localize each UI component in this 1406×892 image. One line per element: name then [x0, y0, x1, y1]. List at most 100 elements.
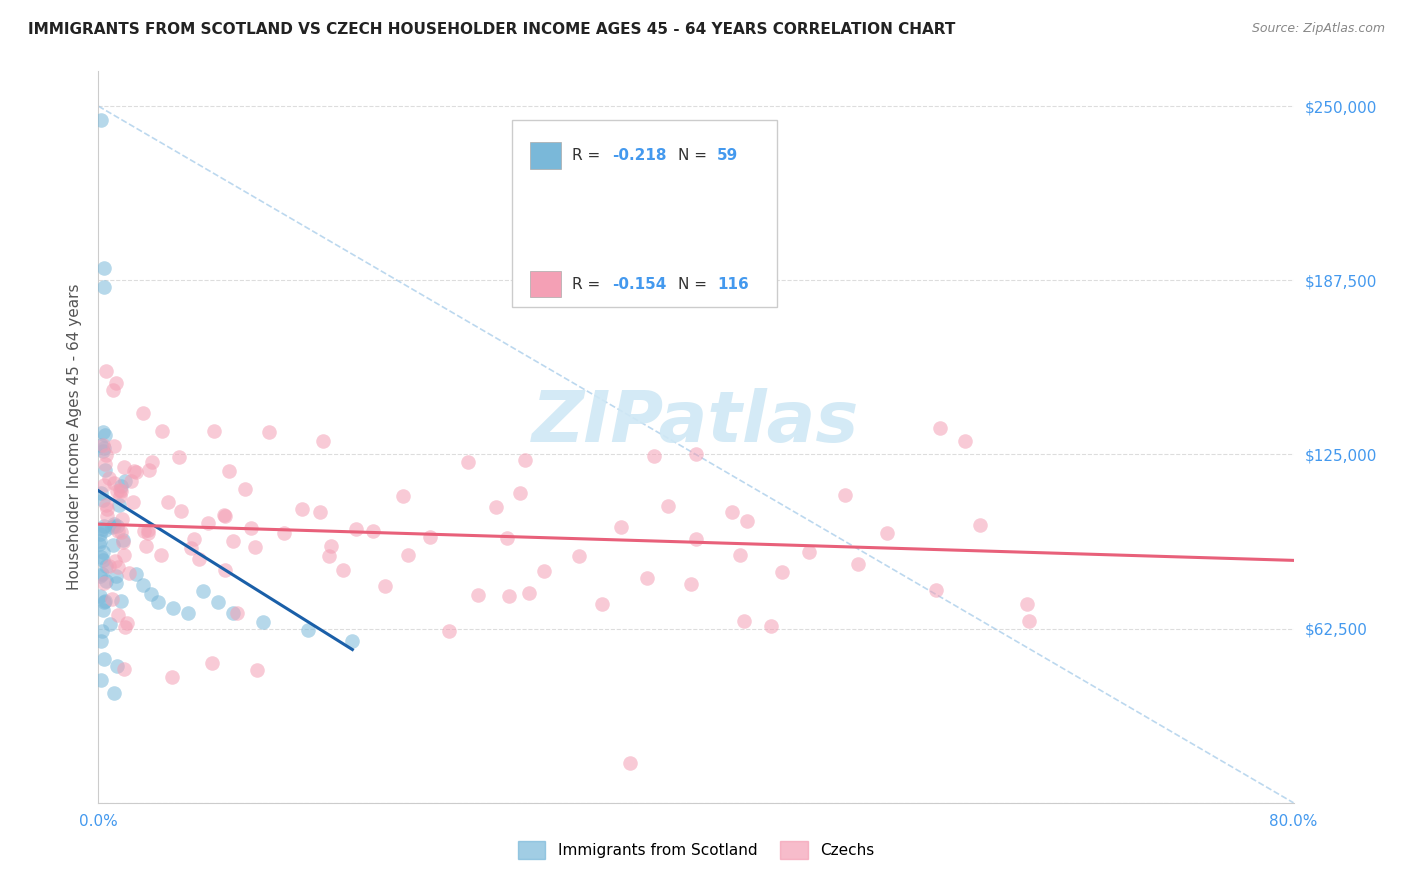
Point — [103, 439, 125, 453]
Point — [233, 482, 256, 496]
Point — [93, 519, 115, 533]
Point — [568, 549, 591, 563]
Point — [111, 512, 134, 526]
Point — [138, 525, 160, 540]
Y-axis label: Householder Income Ages 45 - 64 years: Householder Income Ages 45 - 64 years — [67, 284, 83, 591]
Point — [93, 595, 115, 609]
Point — [396, 548, 419, 562]
Point — [89, 589, 111, 603]
Point — [105, 376, 128, 391]
Point — [112, 548, 135, 562]
Point — [361, 524, 384, 538]
Point — [105, 659, 128, 673]
Point — [91, 566, 114, 581]
Point — [953, 434, 976, 448]
Point — [115, 616, 138, 631]
Point — [91, 545, 114, 559]
Point — [103, 516, 125, 531]
Point — [96, 509, 118, 524]
Point — [619, 756, 641, 770]
Point — [114, 620, 136, 634]
Point — [91, 624, 114, 638]
Point — [180, 541, 202, 555]
Text: Source: ZipAtlas.com: Source: ZipAtlas.com — [1251, 22, 1385, 36]
Point — [610, 520, 633, 534]
Point — [636, 571, 658, 585]
Point — [728, 548, 751, 562]
Point — [89, 527, 111, 541]
Point — [183, 532, 205, 546]
Point — [103, 686, 125, 700]
Point — [685, 448, 707, 462]
Point — [97, 471, 120, 485]
Text: R =: R = — [572, 148, 606, 163]
Point — [160, 670, 183, 684]
Point — [96, 499, 118, 513]
Point — [105, 483, 128, 498]
Point — [162, 600, 184, 615]
Point — [297, 623, 319, 637]
Point — [200, 657, 222, 671]
Point — [187, 551, 209, 566]
Point — [344, 522, 367, 536]
Point — [94, 574, 117, 588]
Point — [876, 526, 898, 541]
Point — [89, 533, 111, 548]
Point — [342, 634, 364, 648]
Point — [214, 563, 236, 577]
Point — [148, 595, 170, 609]
Point — [91, 553, 114, 567]
Point — [309, 505, 332, 519]
Point — [419, 530, 441, 544]
Point — [467, 588, 489, 602]
Point — [735, 514, 758, 528]
Point — [101, 591, 124, 606]
Point — [94, 523, 117, 537]
Text: 59: 59 — [717, 148, 738, 163]
Point — [120, 474, 142, 488]
Point — [108, 483, 131, 497]
Point — [94, 594, 117, 608]
Point — [101, 538, 124, 552]
Point — [150, 549, 173, 563]
Point — [112, 533, 135, 547]
Point — [97, 558, 120, 573]
Point — [150, 424, 173, 438]
Legend: Immigrants from Scotland, Czechs: Immigrants from Scotland, Czechs — [512, 835, 880, 864]
Point — [925, 583, 948, 598]
Point — [90, 673, 112, 687]
Point — [107, 499, 129, 513]
Point — [110, 593, 132, 607]
Point — [94, 559, 117, 574]
Point — [733, 614, 755, 628]
Point — [104, 554, 127, 568]
Point — [91, 443, 114, 458]
Point — [96, 501, 118, 516]
Point — [93, 458, 115, 472]
Point — [90, 486, 112, 500]
Point — [319, 539, 342, 553]
Point — [105, 576, 128, 591]
Point — [114, 474, 136, 488]
Point — [107, 560, 129, 574]
Point — [770, 566, 793, 580]
Point — [834, 488, 856, 502]
Point — [139, 587, 162, 601]
Point — [685, 533, 707, 547]
Point — [93, 478, 115, 492]
Point — [93, 428, 115, 442]
Point — [91, 492, 114, 507]
Point — [252, 615, 274, 629]
Text: IMMIGRANTS FROM SCOTLAND VS CZECH HOUSEHOLDER INCOME AGES 45 - 64 YEARS CORRELAT: IMMIGRANTS FROM SCOTLAND VS CZECH HOUSEH… — [28, 22, 956, 37]
Point — [191, 584, 214, 599]
Point — [291, 501, 314, 516]
Point — [846, 558, 869, 572]
Point — [91, 603, 114, 617]
Point — [132, 406, 155, 420]
Point — [1015, 597, 1038, 611]
Point — [103, 476, 125, 491]
Point — [222, 534, 245, 549]
Point — [759, 618, 782, 632]
Point — [89, 569, 111, 583]
Point — [93, 442, 115, 456]
